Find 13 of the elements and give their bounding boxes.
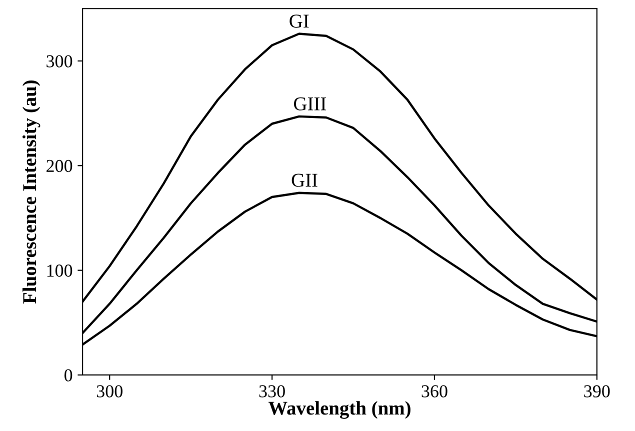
- y-tick-label: 200: [46, 160, 72, 172]
- x-tick-label: 300: [96, 385, 122, 398]
- annotation: GIII: [294, 97, 326, 110]
- x-tick-label: 330: [259, 385, 285, 398]
- y-tick-label: 300: [46, 55, 72, 68]
- y-axis-title: Fluorescence Intensity (au): [22, 80, 40, 304]
- x-axis-title: Wavelength (nm): [268, 401, 410, 419]
- y-tick-label: 100: [47, 264, 72, 277]
- x-tick-label: 360: [422, 385, 448, 398]
- y-tick-label: 0: [64, 369, 72, 382]
- annotation: GII: [292, 174, 318, 187]
- x-tick-label: 390: [584, 385, 610, 398]
- annotation: GI: [290, 14, 309, 28]
